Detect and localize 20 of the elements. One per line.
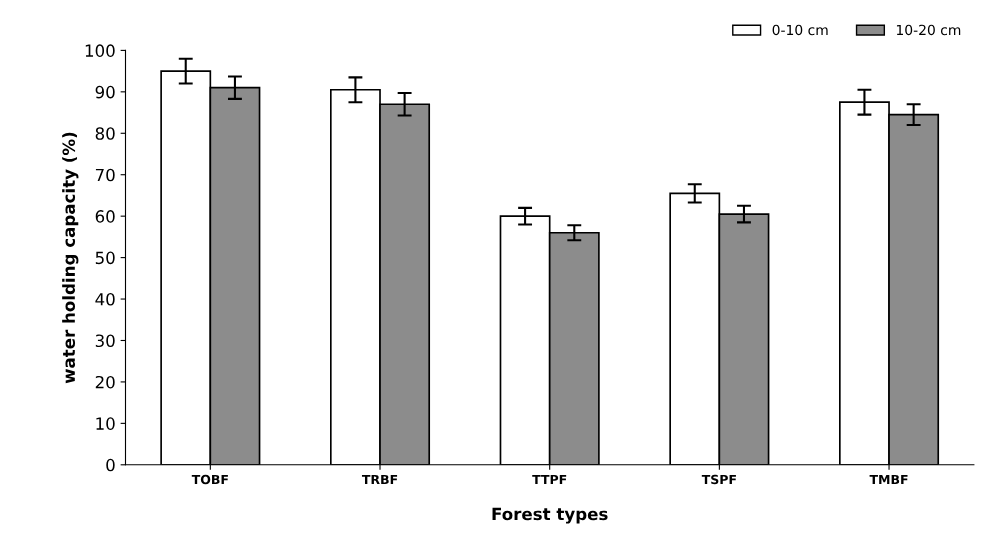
x-tick-label: TRBF (361, 474, 398, 485)
x-tick-label: TSPF (701, 474, 736, 485)
x-tick-label: TOBF (191, 474, 228, 485)
y-tick-label: 50 (95, 251, 115, 265)
y-tick-label: 80 (95, 127, 115, 140)
x-tick-label: TMBF (869, 474, 908, 485)
legend-label: 0-10 cm (772, 24, 828, 36)
legend-label: 10-20 cm (896, 24, 961, 36)
y-tick-label: 0 (106, 458, 115, 472)
x-axis-title: Forest types (492, 507, 608, 524)
x-tick-label: TTPF (532, 474, 567, 485)
y-tick-label: 100 (85, 44, 115, 57)
y-tick-label: 20 (95, 375, 115, 389)
y-axis-title: water holding capacity (%) (62, 132, 79, 384)
y-tick-label: 60 (95, 210, 115, 223)
y-tick-label: 30 (95, 334, 115, 348)
y-tick-label: 70 (95, 168, 115, 182)
y-tick-label: 90 (95, 85, 115, 99)
y-tick-label: 10 (96, 417, 115, 430)
y-tick-label: 40 (95, 293, 115, 306)
